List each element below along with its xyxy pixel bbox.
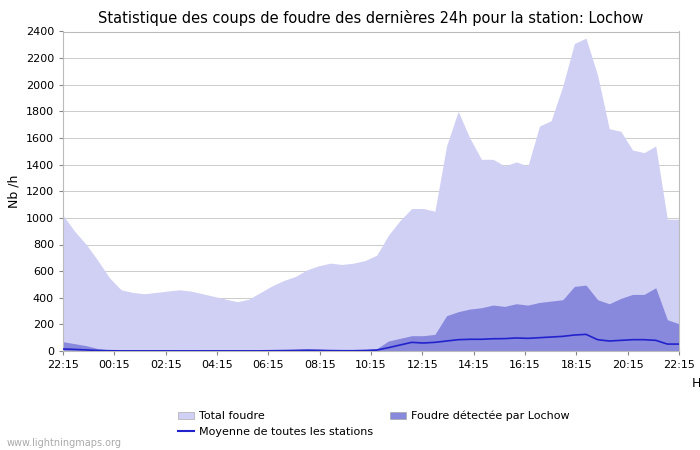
Y-axis label: Nb /h: Nb /h [7,175,20,208]
Title: Statistique des coups de foudre des dernières 24h pour la station: Lochow: Statistique des coups de foudre des dern… [98,10,644,26]
X-axis label: Heure: Heure [692,377,700,390]
Legend: Total foudre, Moyenne de toutes les stations, Foudre détectée par Lochow: Total foudre, Moyenne de toutes les stat… [174,406,574,441]
Text: www.lightningmaps.org: www.lightningmaps.org [7,438,122,448]
